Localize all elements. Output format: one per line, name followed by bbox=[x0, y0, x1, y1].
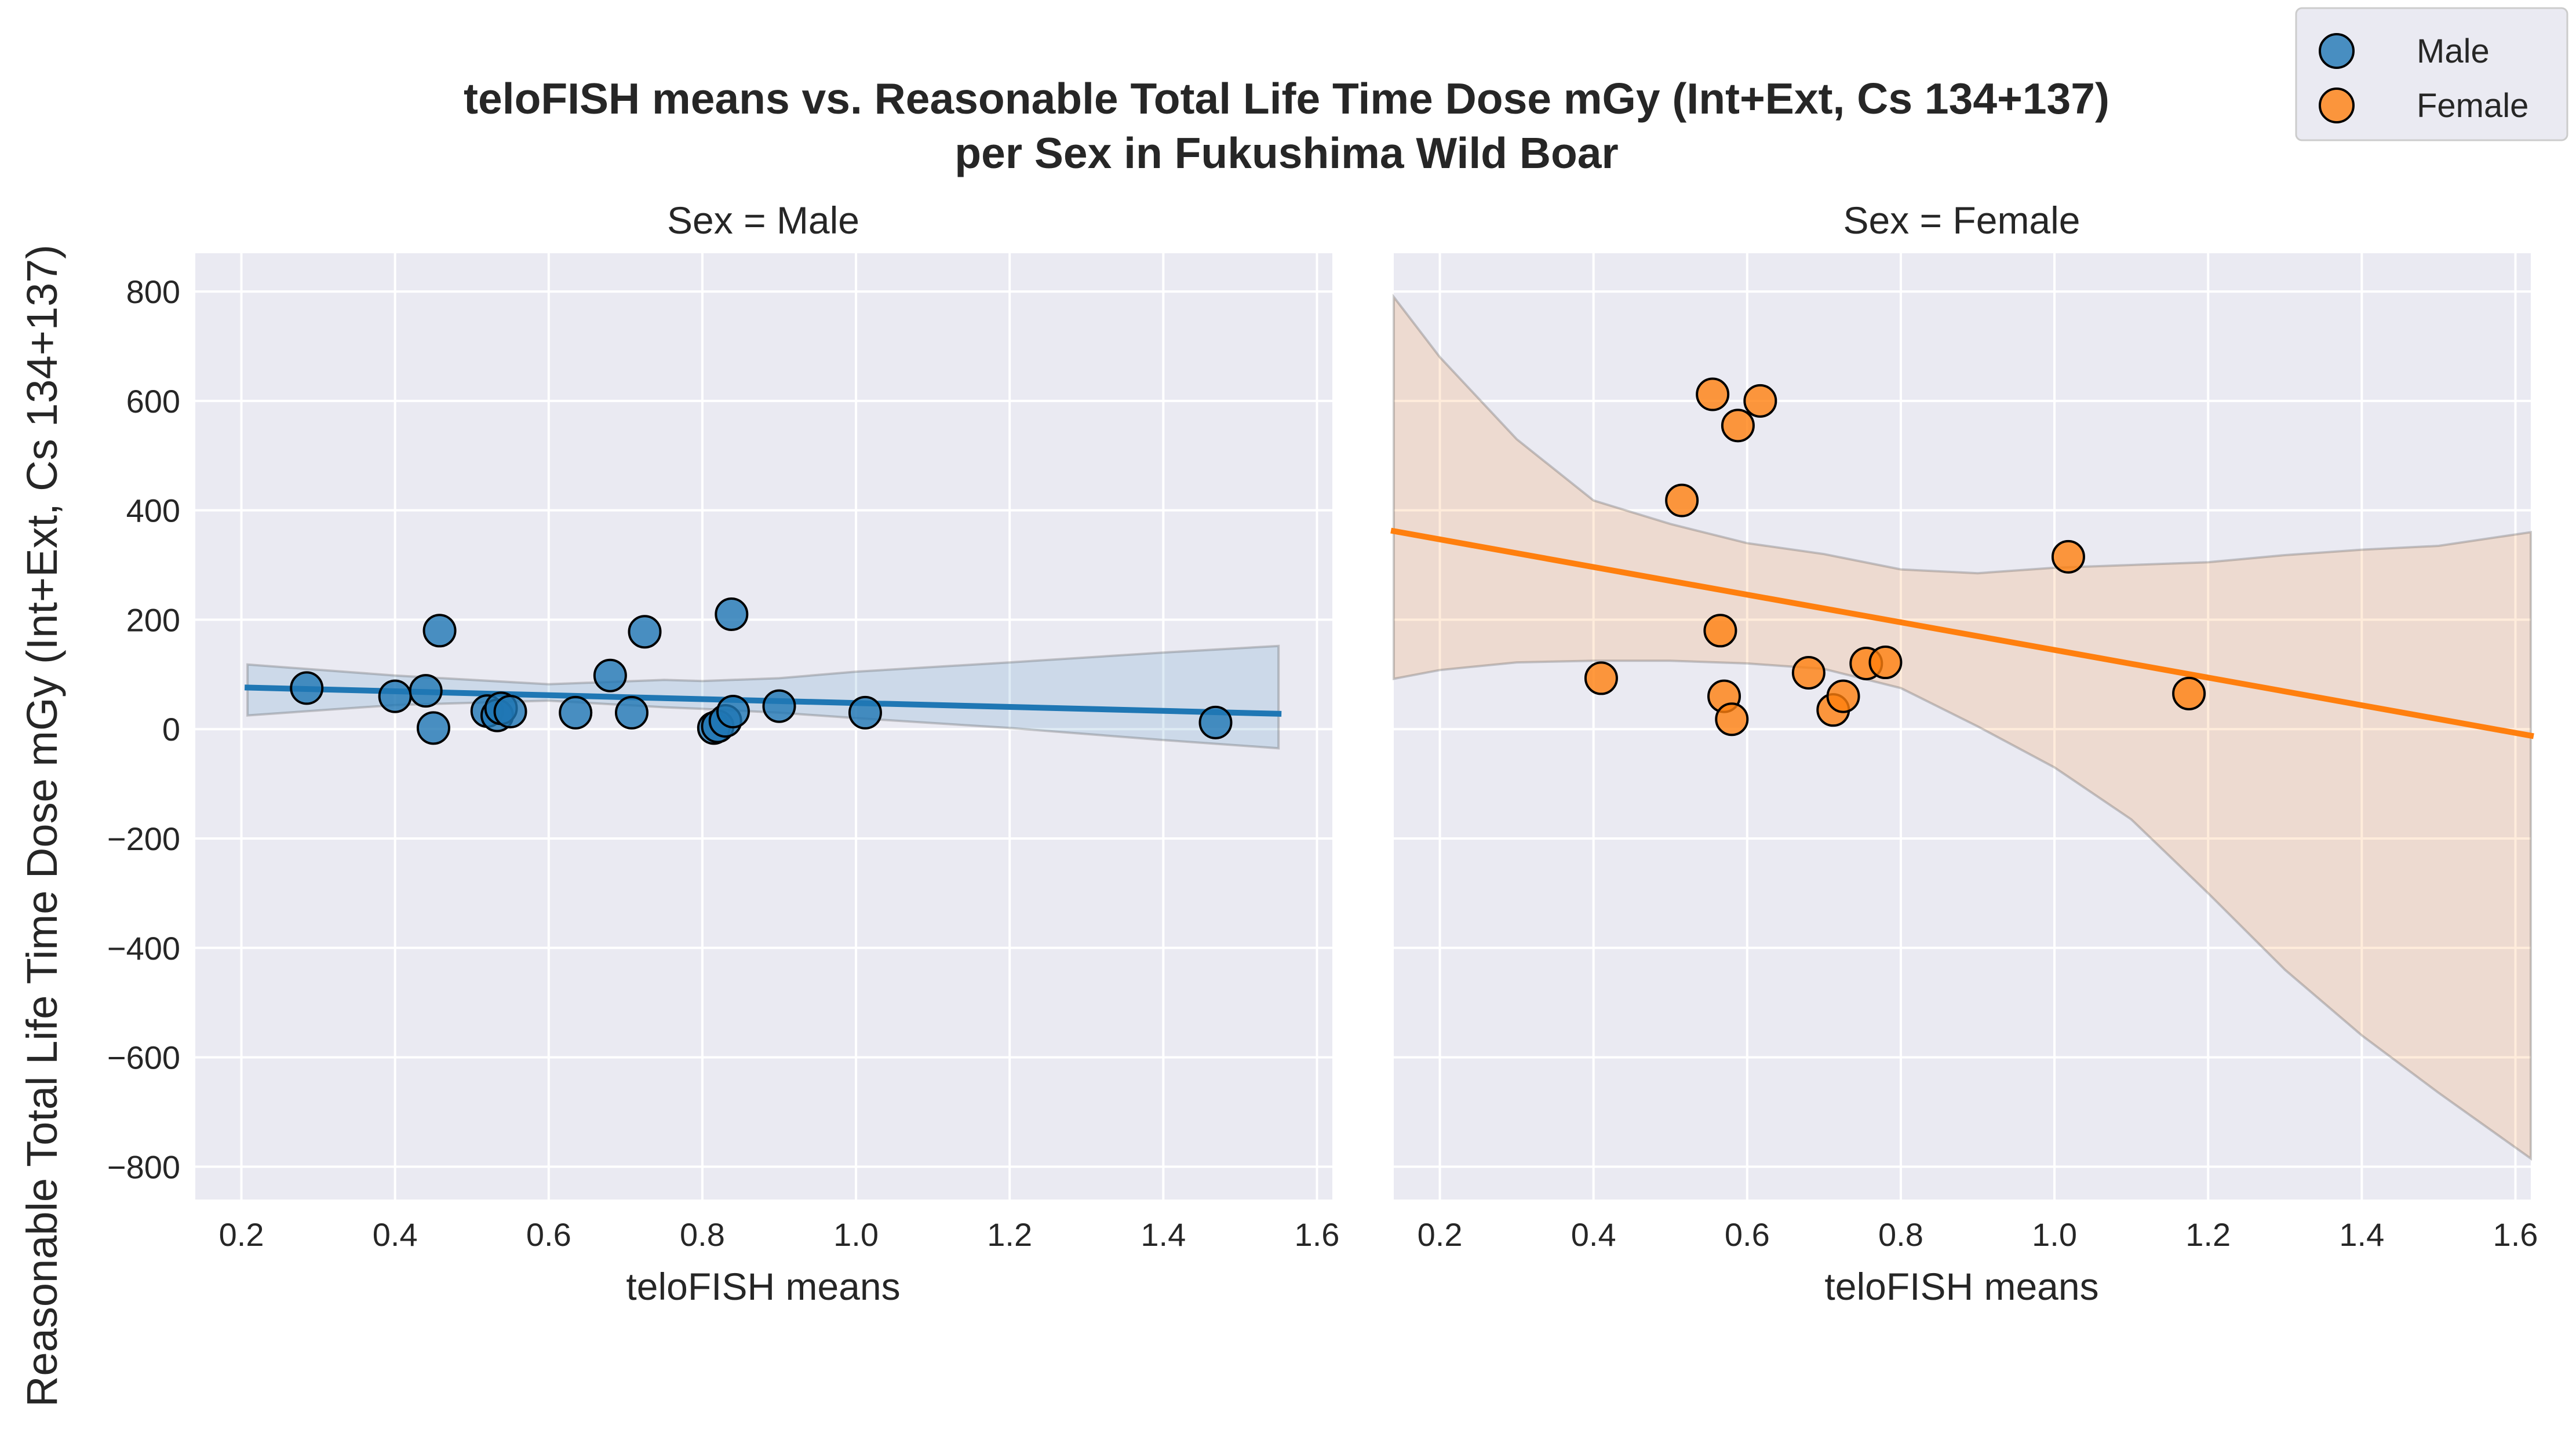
x-tick-label: 0.6 bbox=[526, 1216, 571, 1253]
regression-line bbox=[1390, 527, 2534, 739]
data-point bbox=[1721, 409, 1755, 443]
x-tick-label: 0.8 bbox=[680, 1216, 725, 1253]
data-point bbox=[559, 695, 593, 730]
figure-title-line1: teloFISH means vs. Reasonable Total Life… bbox=[464, 74, 2109, 123]
legend-female-marker bbox=[2319, 88, 2355, 123]
x-tick-label: 0.2 bbox=[219, 1216, 264, 1253]
data-point bbox=[1791, 655, 1826, 690]
data-point bbox=[1868, 646, 1903, 680]
data-point bbox=[762, 689, 796, 723]
y-tick-label: −400 bbox=[107, 930, 180, 967]
y-tick-label: −600 bbox=[107, 1040, 180, 1076]
x-tick-label: 1.6 bbox=[2493, 1216, 2538, 1253]
data-point bbox=[493, 695, 527, 729]
data-point bbox=[1715, 702, 1749, 737]
y-tick-label: 400 bbox=[126, 493, 180, 529]
male-x-tick-labels: 0.2 0.4 0.6 0.8 1.0 1.2 1.4 1.6 bbox=[219, 1216, 1340, 1253]
data-point bbox=[628, 615, 662, 649]
male-panel: Sex = Male 0.2 0.4 0.6 0.8 1.0 1.2 1.4 1.6 −800… bbox=[107, 199, 1340, 1308]
legend-frame bbox=[2295, 7, 2568, 141]
legend-male-marker bbox=[2319, 33, 2355, 69]
male-plot-area bbox=[195, 253, 1332, 1200]
female-regression-line bbox=[1390, 527, 2534, 739]
data-point bbox=[715, 597, 749, 631]
x-tick-label: 0.6 bbox=[1725, 1216, 1770, 1253]
x-tick-label: 0.8 bbox=[1878, 1216, 1923, 1253]
data-point bbox=[416, 711, 450, 745]
legend: Male Female bbox=[2295, 7, 2568, 141]
y-tick-label: 200 bbox=[126, 601, 180, 638]
data-point bbox=[1826, 679, 1860, 713]
x-tick-label: 1.4 bbox=[2339, 1216, 2384, 1253]
x-tick-label: 1.4 bbox=[1141, 1216, 1186, 1253]
data-point bbox=[290, 671, 324, 705]
data-point bbox=[593, 658, 627, 692]
x-tick-label: 0.4 bbox=[1571, 1216, 1616, 1253]
x-tick-label: 1.6 bbox=[1295, 1216, 1340, 1253]
data-point bbox=[1584, 661, 1618, 695]
male-x-axis-label: teloFISH means bbox=[626, 1265, 900, 1308]
confidence-band bbox=[1393, 293, 2532, 1161]
data-point bbox=[1703, 614, 1737, 648]
data-point bbox=[1198, 705, 1233, 739]
x-tick-label: 1.2 bbox=[987, 1216, 1032, 1253]
male-y-tick-labels: −800 −600 −400 −200 0 200 400 600 800 bbox=[107, 274, 180, 1185]
data-point bbox=[614, 695, 648, 730]
x-tick-label: 1.0 bbox=[833, 1216, 879, 1253]
data-point bbox=[848, 695, 882, 730]
female-panel-title: Sex = Female bbox=[1843, 199, 2080, 242]
x-tick-label: 0.2 bbox=[1418, 1216, 1463, 1253]
x-tick-label: 1.0 bbox=[2032, 1216, 2077, 1253]
female-plot-area bbox=[1394, 253, 2531, 1200]
y-tick-label: 600 bbox=[126, 383, 180, 420]
data-point bbox=[1696, 377, 1730, 411]
x-tick-label: 0.4 bbox=[373, 1216, 418, 1253]
female-grid bbox=[1394, 253, 2531, 1200]
data-point bbox=[378, 679, 412, 713]
y-tick-label: −800 bbox=[107, 1149, 180, 1185]
x-tick-label: 1.2 bbox=[2185, 1216, 2231, 1253]
female-confidence-band bbox=[1393, 293, 2532, 1161]
female-x-axis-label: teloFISH means bbox=[1824, 1265, 2098, 1308]
y-tick-label: 800 bbox=[126, 274, 180, 310]
male-points bbox=[290, 597, 1233, 745]
data-point bbox=[2172, 676, 2206, 710]
data-point bbox=[2051, 539, 2085, 574]
legend-female-label: Female bbox=[2417, 87, 2528, 125]
data-point bbox=[1743, 384, 1777, 418]
male-panel-title: Sex = Male bbox=[667, 199, 859, 242]
data-point bbox=[422, 614, 457, 648]
female-x-tick-labels: 0.2 0.4 0.6 0.8 1.0 1.2 1.4 1.6 bbox=[1418, 1216, 2538, 1253]
female-panel: Sex = Female 0.2 0.4 0.6 0.8 1.0 1.2 1.4 1.6 te… bbox=[1390, 199, 2538, 1308]
y-tick-label: 0 bbox=[162, 711, 180, 748]
legend-male-label: Male bbox=[2417, 32, 2490, 70]
data-point bbox=[1665, 483, 1699, 517]
y-tick-label: −200 bbox=[107, 821, 180, 857]
data-point bbox=[409, 674, 443, 708]
shared-y-axis-label: Reasonable Total Life Time Dose mGy (Int… bbox=[18, 245, 66, 1407]
female-points bbox=[1584, 377, 2206, 737]
data-point bbox=[716, 695, 750, 729]
male-grid bbox=[195, 253, 1332, 1200]
figure-title-line2: per Sex in Fukushima Wild Boar bbox=[954, 129, 1618, 177]
